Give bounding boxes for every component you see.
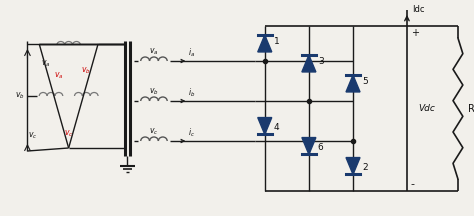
Text: 1: 1 [273,37,280,46]
Text: $i_a$: $i_a$ [188,47,195,59]
Text: $v_b$: $v_b$ [82,66,91,76]
Text: $v_b$: $v_b$ [149,87,159,97]
Text: $v_a$: $v_a$ [41,59,51,69]
Text: +: + [411,28,419,38]
Text: $v_c$: $v_c$ [28,131,37,141]
Polygon shape [258,118,272,134]
Text: 4: 4 [273,124,279,132]
Polygon shape [346,157,360,175]
Text: $v_b$: $v_b$ [15,91,25,101]
Text: $i_c$: $i_c$ [188,127,195,139]
Text: 5: 5 [362,77,368,86]
Polygon shape [258,35,272,52]
Text: Idc: Idc [412,5,424,14]
Text: -: - [411,179,415,189]
Text: $v_c$: $v_c$ [149,127,159,137]
Text: $i_b$: $i_b$ [188,87,195,99]
Polygon shape [302,138,316,154]
Text: $v_a$: $v_a$ [54,71,64,81]
Polygon shape [302,55,316,72]
Text: 3: 3 [318,57,324,66]
Text: R: R [468,103,474,113]
Text: $v_c$: $v_c$ [64,129,73,139]
Text: $v_a$: $v_a$ [149,47,159,57]
Polygon shape [346,75,360,92]
Text: 6: 6 [318,143,324,152]
Text: 2: 2 [362,164,367,173]
Text: Vdc: Vdc [419,104,436,113]
